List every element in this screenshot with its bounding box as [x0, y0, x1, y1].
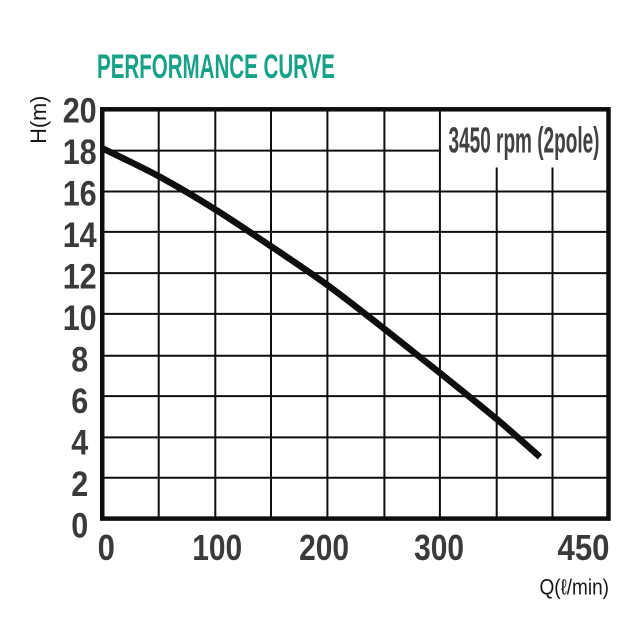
- svg-text:12: 12: [63, 257, 97, 296]
- svg-text:16: 16: [63, 174, 97, 213]
- svg-text:3450 rpm (2pole): 3450 rpm (2pole): [449, 119, 600, 160]
- svg-text:18: 18: [63, 133, 97, 172]
- svg-text:6: 6: [71, 382, 88, 421]
- svg-text:0: 0: [98, 527, 115, 568]
- svg-text:Q(ℓ/min): Q(ℓ/min): [540, 574, 610, 599]
- svg-text:2: 2: [71, 465, 88, 504]
- svg-text:10: 10: [63, 299, 97, 338]
- svg-text:0: 0: [71, 506, 88, 545]
- svg-text:450: 450: [558, 527, 610, 568]
- svg-text:200: 200: [299, 527, 349, 568]
- svg-text:100: 100: [192, 527, 242, 568]
- svg-text:20: 20: [63, 91, 97, 130]
- svg-text:H(m): H(m): [26, 96, 51, 144]
- svg-text:300: 300: [414, 527, 464, 568]
- svg-text:PERFORMANCE CURVE: PERFORMANCE CURVE: [97, 48, 335, 86]
- svg-text:8: 8: [71, 340, 88, 379]
- svg-text:14: 14: [63, 216, 97, 255]
- svg-text:4: 4: [71, 423, 88, 462]
